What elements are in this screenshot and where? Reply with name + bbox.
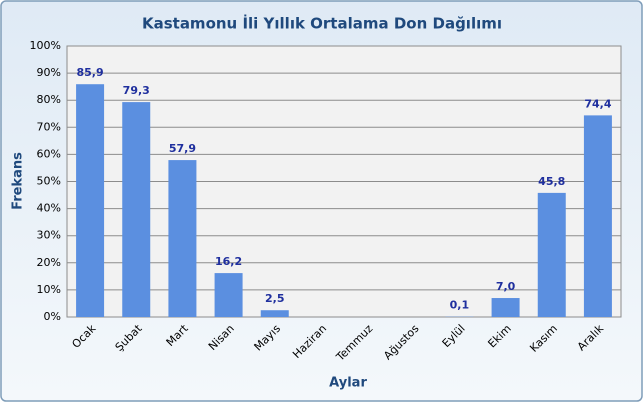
bar — [584, 115, 612, 317]
y-tick-label: 10% — [37, 283, 61, 296]
data-label: 2,5 — [265, 292, 285, 305]
data-label: 85,9 — [77, 66, 104, 79]
bar — [122, 102, 150, 317]
data-label: 7,0 — [496, 280, 516, 293]
bar — [492, 298, 520, 317]
y-tick-label: 100% — [30, 39, 61, 52]
y-tick-label: 50% — [37, 175, 61, 188]
data-label: 79,3 — [123, 84, 150, 97]
bar — [538, 193, 566, 317]
y-tick-label: 30% — [37, 229, 61, 242]
y-tick-label: 70% — [37, 120, 61, 133]
y-tick-label: 0% — [44, 310, 61, 323]
y-tick-label: 90% — [37, 66, 61, 79]
data-label: 74,4 — [584, 97, 611, 110]
bar — [168, 160, 196, 317]
y-axis-title: Frekans — [11, 152, 26, 210]
y-tick-label: 80% — [37, 93, 61, 106]
data-label: 16,2 — [215, 255, 242, 268]
bar — [76, 84, 104, 317]
data-label: 45,8 — [538, 175, 565, 188]
x-axis-title: Aylar — [329, 376, 367, 391]
y-tick-label: 60% — [37, 147, 61, 160]
data-label: 57,9 — [169, 142, 196, 155]
y-tick-label: 20% — [37, 256, 61, 269]
data-label: 0,1 — [450, 299, 470, 312]
chart-title: Kastamonu İli Yıllık Ortalama Don Dağılı… — [142, 14, 502, 33]
bar — [261, 310, 289, 317]
y-tick-label: 40% — [37, 202, 61, 215]
bar — [215, 273, 243, 317]
